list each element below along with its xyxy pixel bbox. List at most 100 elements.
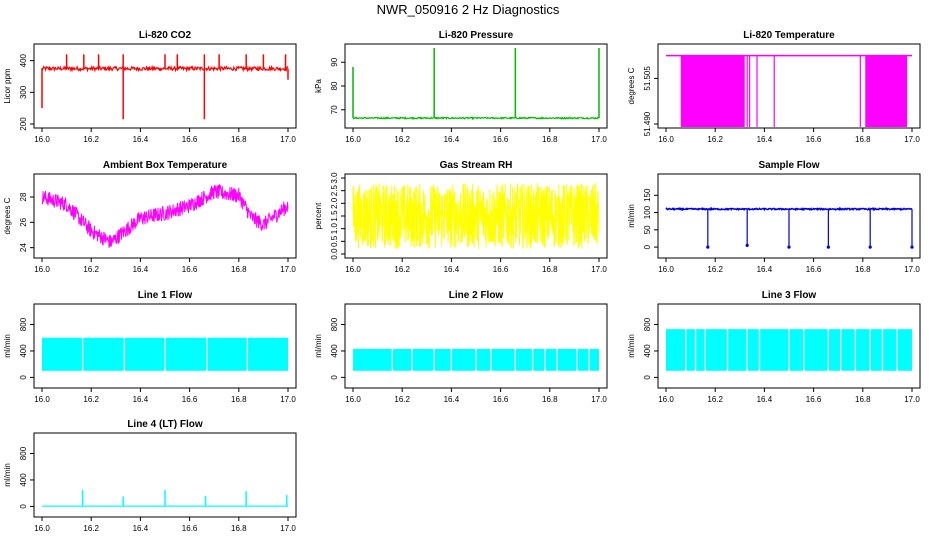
drop-point <box>706 245 710 249</box>
x-tick-label: 16.0 <box>345 135 361 144</box>
y-axis-label: degrees C <box>3 197 12 234</box>
plot-frame <box>33 43 297 129</box>
x-tick-label: 16.4 <box>757 395 773 404</box>
chart-panel-line1: Line 1 Flow ml/min 16.0 16.2 16.4 16.6 16.8 17.… <box>3 290 297 404</box>
x-tick-label: 16.4 <box>133 265 149 274</box>
data-layer <box>42 336 288 372</box>
y-tick-label: 24 <box>19 243 28 252</box>
x-tick-label: 16.2 <box>707 395 723 404</box>
plot-frame <box>344 303 608 389</box>
x-tick-label: 16.6 <box>493 395 509 404</box>
y-tick-label: 50 <box>643 225 652 234</box>
x-tick-label: 16.4 <box>444 395 460 404</box>
y-tick-label: 51.505 <box>643 66 652 91</box>
x-tick-label: 16.6 <box>493 135 509 144</box>
data-layer <box>665 206 914 249</box>
y-tick-label: 400 <box>19 473 28 487</box>
x-tick-label: 16.0 <box>34 265 50 274</box>
chart-panel-sample: Sample Flow ml/min 16.0 16.2 16.4 16.6 16.8 17.… <box>627 160 921 274</box>
plot-frame <box>657 43 921 129</box>
data-layer <box>41 54 289 120</box>
y-axis-label: kPa <box>314 79 323 93</box>
series-line <box>352 115 600 121</box>
y-tick-label: 150 <box>643 188 652 202</box>
y-tick-label: 2.5 <box>330 185 339 197</box>
data-layer <box>353 347 599 372</box>
y-tick-label: 26 <box>19 217 28 226</box>
chart-panel-rh: Gas Stream RH percent 16.0 16.2 16.4 16.6 16.8… <box>314 160 608 274</box>
plot-frame <box>33 303 297 389</box>
y-tick-label: 80 <box>330 81 339 90</box>
y-tick-label: 1.0 <box>330 223 339 235</box>
chart-panel-line4: Line 4 (LT) Flow ml/min 16.0 16.2 16.4 16.6 16… <box>3 419 297 533</box>
y-tick-label: 0 <box>19 504 28 509</box>
x-tick-label: 16.6 <box>493 265 509 274</box>
y-axis-label: ml/min <box>627 204 636 228</box>
x-tick-label: 16.0 <box>345 395 361 404</box>
chart-panel-pressure: Li-820 Pressure kPa 16.0 16.2 16.4 16.6 16.8 17… <box>314 30 608 144</box>
x-tick-label: 16.2 <box>83 395 99 404</box>
x-tick-label: 16.8 <box>855 265 871 274</box>
y-tick-label: 2.0 <box>330 197 339 209</box>
x-tick-label: 16.6 <box>182 265 198 274</box>
x-tick-label: 17.0 <box>280 135 296 144</box>
x-tick-label: 16.8 <box>231 524 247 533</box>
y-tick-label: 0.5 <box>330 235 339 247</box>
x-tick-label: 16.8 <box>542 135 558 144</box>
drop-point <box>868 245 872 249</box>
x-tick-label: 16.0 <box>658 265 674 274</box>
chart-title: Line 3 Flow <box>762 290 817 301</box>
x-tick-label: 17.0 <box>280 395 296 404</box>
drop-point <box>745 243 749 247</box>
chart-panel-co2: Li-820 CO2 Licor ppm 16.0 16.2 16.4 16.6 16.8 1… <box>3 30 297 144</box>
data-layer <box>352 48 600 121</box>
chart-title: Li-820 CO2 <box>139 30 192 41</box>
y-tick-label: 200 <box>19 117 28 131</box>
x-tick-label: 16.8 <box>231 135 247 144</box>
y-tick-label: 100 <box>643 205 652 219</box>
x-tick-label: 17.0 <box>904 135 920 144</box>
data-layer <box>352 183 600 249</box>
chart-panel-line3: Line 3 Flow ml/min 16.0 16.2 16.4 16.6 16.8 17.… <box>627 290 921 404</box>
y-axis-label: Licor ppm <box>3 68 12 103</box>
y-tick-label: 51.490 <box>643 111 652 136</box>
drop-point <box>787 245 791 249</box>
y-axis-label: ml/min <box>627 334 636 358</box>
x-tick-label: 16.2 <box>394 265 410 274</box>
chart-panel-line2: Line 2 Flow ml/min 16.0 16.2 16.4 16.6 16.8 17.… <box>314 290 608 404</box>
x-tick-label: 16.2 <box>394 135 410 144</box>
x-tick-label: 16.6 <box>806 135 822 144</box>
chart-panel-ambient: Ambient Box Temperature degrees C 16.0 16.2… <box>3 160 297 274</box>
x-tick-label: 17.0 <box>280 265 296 274</box>
x-tick-label: 16.0 <box>34 524 50 533</box>
y-tick-label: 0 <box>643 244 652 249</box>
x-tick-label: 16.6 <box>806 265 822 274</box>
y-tick-label: 3.0 <box>330 172 339 184</box>
data-layer <box>666 54 912 127</box>
chart-title: Line 4 (LT) Flow <box>127 419 203 430</box>
x-tick-label: 17.0 <box>280 524 296 533</box>
x-tick-label: 16.8 <box>855 395 871 404</box>
drop-point <box>826 245 830 249</box>
y-tick-label: 28 <box>19 192 28 201</box>
x-tick-label: 16.2 <box>707 265 723 274</box>
x-tick-label: 16.8 <box>542 395 558 404</box>
series-line <box>352 183 600 249</box>
x-tick-label: 17.0 <box>591 395 607 404</box>
x-tick-label: 16.4 <box>133 524 149 533</box>
x-tick-label: 16.2 <box>707 135 723 144</box>
y-axis-label: ml/min <box>3 463 12 487</box>
y-tick-label: 90 <box>330 57 339 66</box>
y-tick-label: 0 <box>330 375 339 380</box>
y-tick-label: 400 <box>330 344 339 358</box>
plot-frame <box>657 173 921 259</box>
plot-frame <box>33 173 297 259</box>
x-tick-label: 16.6 <box>182 135 198 144</box>
y-tick-label: 0 <box>19 375 28 380</box>
data-layer <box>42 489 288 507</box>
x-tick-label: 16.0 <box>658 135 674 144</box>
x-tick-label: 17.0 <box>904 265 920 274</box>
drop-point <box>910 245 914 249</box>
y-axis-label: degrees C <box>627 67 636 104</box>
